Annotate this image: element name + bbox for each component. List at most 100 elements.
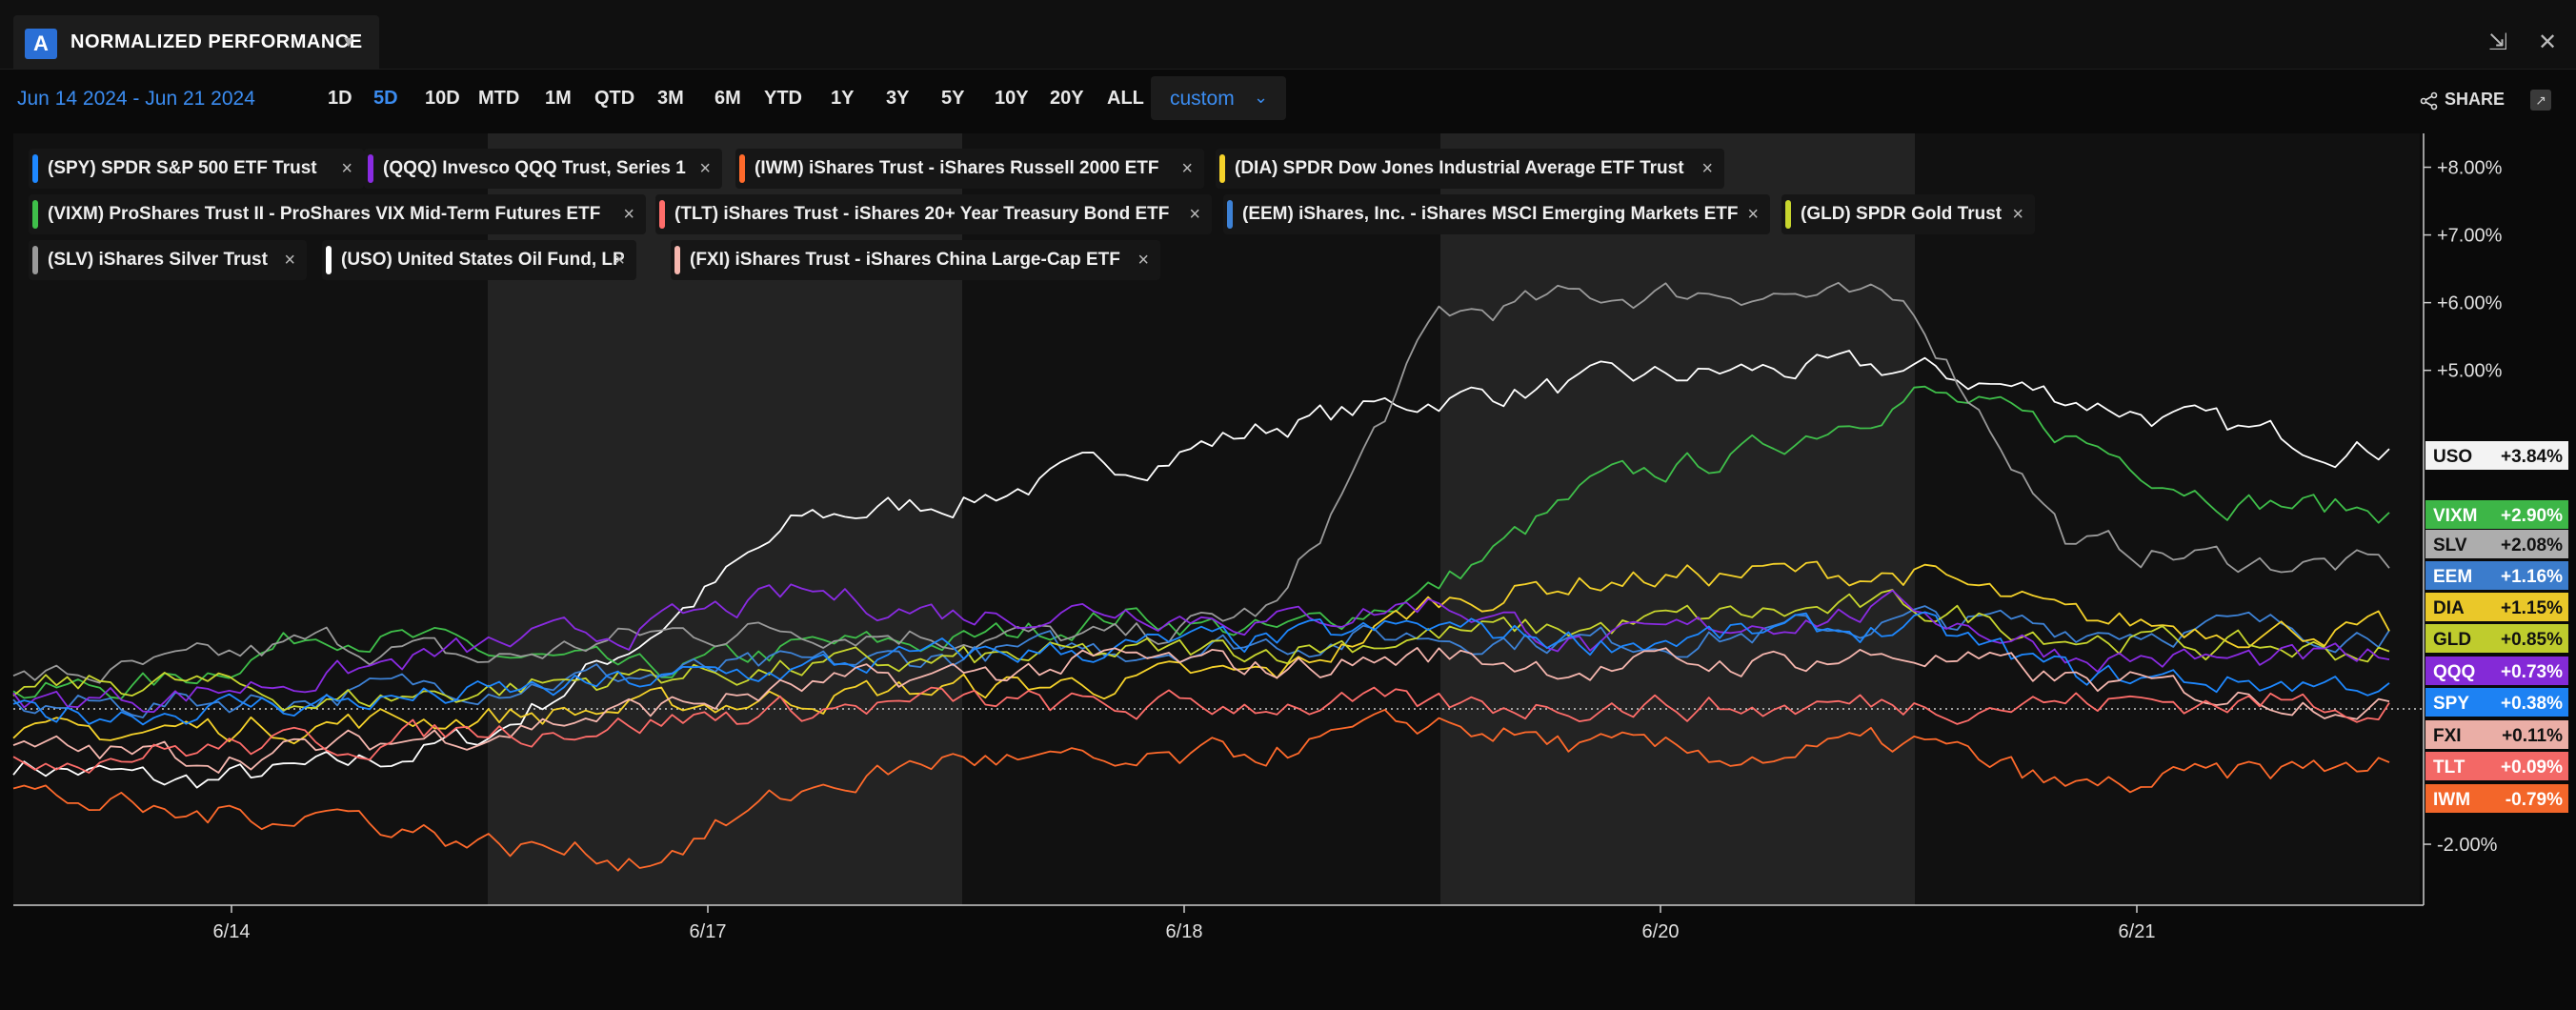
remove-series-icon[interactable]: ×: [284, 250, 295, 271]
range-button-1y[interactable]: 1Y: [831, 88, 855, 109]
series-badge-ticker: SLV: [2433, 535, 2467, 556]
range-button-10y[interactable]: 10Y: [995, 88, 1029, 109]
legend-chip[interactable]: (DIA) SPDR Dow Jones Industrial Average …: [1216, 149, 1724, 189]
window-header: [0, 0, 2576, 70]
legend-chip[interactable]: (EEM) iShares, Inc. - iShares MSCI Emerg…: [1223, 194, 1770, 234]
x-tick-label: 6/20: [1642, 921, 1680, 942]
legend-chip[interactable]: (GLD) SPDR Gold Trust ×: [1781, 194, 2035, 234]
close-icon[interactable]: ✕: [2538, 30, 2558, 55]
series-badge-ticker: USO: [2433, 447, 2472, 467]
legend-chip[interactable]: (QQQ) Invesco QQQ Trust, Series 1 ×: [364, 149, 722, 189]
series-badge-ticker: DIA: [2433, 598, 2465, 618]
range-button-ytd[interactable]: YTD: [764, 88, 802, 109]
legend-label: (GLD) SPDR Gold Trust: [1801, 204, 2002, 224]
legend-label: (TLT) iShares Trust - iShares 20+ Year T…: [674, 204, 1170, 224]
range-button-3m[interactable]: 3M: [657, 88, 684, 109]
popout-icon[interactable]: ↗: [2530, 90, 2551, 111]
remove-series-icon[interactable]: ×: [2012, 204, 2023, 225]
panel-tab[interactable]: [13, 15, 379, 69]
series-badge-ticker: QQQ: [2433, 662, 2475, 682]
legend-chip[interactable]: (SPY) SPDR S&P 500 ETF Trust ×: [29, 149, 364, 189]
custom-range-dropdown[interactable]: [1151, 76, 1286, 120]
legend-chip[interactable]: (SLV) iShares Silver Trust ×: [29, 240, 307, 280]
series-line-spy: [12, 611, 2390, 726]
custom-range-label[interactable]: custom: [1170, 88, 1235, 110]
x-tick-label: 6/14: [213, 921, 251, 942]
range-button-10d[interactable]: 10D: [425, 88, 460, 109]
series-badge-value: +2.08%: [2501, 535, 2563, 556]
series-badge-value: +0.85%: [2501, 630, 2563, 650]
range-button-mtd[interactable]: MTD: [478, 88, 520, 109]
series-line-iwm: [12, 709, 2390, 872]
range-button-1m[interactable]: 1M: [545, 88, 572, 109]
series-badge-ticker: FXI: [2433, 726, 2462, 746]
legend-label: (QQQ) Invesco QQQ Trust, Series 1: [383, 158, 686, 178]
legend-swatch: [1219, 154, 1225, 183]
series-badge-bg: [2425, 752, 2568, 780]
legend-label: (DIA) SPDR Dow Jones Industrial Average …: [1235, 158, 1684, 178]
legend-label: (SLV) iShares Silver Trust: [48, 250, 268, 270]
y-tick-label: +6.00%: [2437, 293, 2503, 314]
series-badge-bg: [2425, 500, 2568, 529]
y-tick-label: +8.00%: [2437, 158, 2503, 179]
range-button-6m[interactable]: 6M: [714, 88, 741, 109]
legend-swatch: [674, 246, 680, 274]
y-tick-label: +7.00%: [2437, 226, 2503, 247]
series-badge-ticker: SPY: [2433, 694, 2469, 714]
series-badge-bg: [2425, 656, 2568, 685]
legend-swatch: [1227, 200, 1233, 229]
remove-series-icon[interactable]: ×: [1181, 158, 1193, 179]
legend-label: (SPY) SPDR S&P 500 ETF Trust: [48, 158, 317, 178]
legend-swatch: [659, 200, 665, 229]
legend-label: (USO) United States Oil Fund, LP: [341, 250, 625, 270]
legend-chip[interactable]: (VIXM) ProShares Trust II - ProShares VI…: [29, 194, 646, 234]
legend-swatch: [1785, 200, 1791, 229]
remove-series-icon[interactable]: ×: [1701, 158, 1713, 179]
series-badge-bg: [2425, 561, 2568, 590]
range-button-qtd[interactable]: QTD: [594, 88, 635, 109]
range-button-5y[interactable]: 5Y: [941, 88, 965, 109]
series-badge-value: +3.84%: [2501, 447, 2563, 467]
share-button[interactable]: SHARE: [2445, 90, 2506, 109]
x-tick-label: 6/21: [2119, 921, 2156, 942]
series-badge-bg: [2425, 624, 2568, 653]
remove-series-icon[interactable]: ×: [614, 250, 625, 271]
series-badge-bg: [2425, 593, 2568, 621]
legend-label: (VIXM) ProShares Trust II - ProShares VI…: [48, 204, 601, 224]
series-badge-bg: [2425, 530, 2568, 558]
legend-swatch: [368, 154, 373, 183]
series-line-dia: [12, 560, 2390, 745]
legend-chip[interactable]: (FXI) iShares Trust - iShares China Larg…: [671, 240, 1160, 280]
legend-chip[interactable]: (TLT) iShares Trust - iShares 20+ Year T…: [655, 194, 1212, 234]
remove-series-icon[interactable]: ×: [1137, 250, 1149, 271]
series-badge-bg: [2425, 441, 2568, 470]
legend-chip[interactable]: (IWM) iShares Trust - iShares Russell 20…: [735, 149, 1204, 189]
range-button-all[interactable]: ALL: [1107, 88, 1144, 109]
remove-series-icon[interactable]: ×: [699, 158, 711, 179]
legend-swatch: [739, 154, 745, 183]
series-badge-ticker: VIXM: [2433, 506, 2477, 526]
series-badge-ticker: EEM: [2433, 567, 2472, 587]
series-line-slv: [12, 281, 2390, 684]
chevron-down-icon[interactable]: ⌄: [1254, 88, 1269, 107]
date-range-picker[interactable]: Jun 14 2024 - Jun 21 2024: [17, 88, 255, 110]
y-tick-label: +5.00%: [2437, 361, 2503, 382]
panel-title: NORMALIZED PERFORMANCE: [70, 31, 363, 52]
series-badge-value: +1.15%: [2501, 598, 2563, 618]
share-icon[interactable]: [2420, 91, 2439, 111]
range-button-3y[interactable]: 3Y: [886, 88, 910, 109]
range-button-1d[interactable]: 1D: [328, 88, 352, 109]
range-button-20y[interactable]: 20Y: [1050, 88, 1084, 109]
remove-series-icon[interactable]: ×: [1189, 204, 1200, 225]
remove-series-icon[interactable]: ×: [341, 158, 352, 179]
chevron-down-icon[interactable]: ▼: [341, 34, 356, 50]
series-line-vixm: [12, 385, 2390, 700]
remove-series-icon[interactable]: ×: [623, 204, 634, 225]
legend-chip[interactable]: (USO) United States Oil Fund, LP ×: [322, 240, 636, 280]
remove-series-icon[interactable]: ×: [1747, 204, 1759, 225]
legend-swatch: [32, 246, 38, 274]
series-line-eem: [12, 605, 2390, 718]
range-button-5d[interactable]: 5D: [373, 88, 398, 109]
compress-icon[interactable]: ⇲: [2488, 30, 2508, 55]
legend-label: (EEM) iShares, Inc. - iShares MSCI Emerg…: [1242, 204, 1739, 224]
